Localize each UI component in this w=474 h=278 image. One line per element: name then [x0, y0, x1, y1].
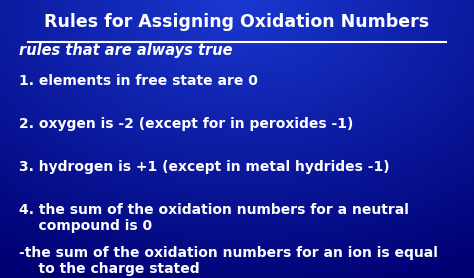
Text: 3. hydrogen is +1 (except in metal hydrides -1): 3. hydrogen is +1 (except in metal hydri…: [19, 160, 390, 174]
Text: 4. the sum of the oxidation numbers for a neutral
    compound is 0: 4. the sum of the oxidation numbers for …: [19, 203, 409, 233]
Text: 1. elements in free state are 0: 1. elements in free state are 0: [19, 74, 258, 88]
Text: Rules for Assigning Oxidation Numbers: Rules for Assigning Oxidation Numbers: [45, 13, 429, 31]
Text: -the sum of the oxidation numbers for an ion is equal
    to the charge stated: -the sum of the oxidation numbers for an…: [19, 246, 438, 276]
Text: 2. oxygen is -2 (except for in peroxides -1): 2. oxygen is -2 (except for in peroxides…: [19, 117, 353, 131]
Text: rules that are always true: rules that are always true: [19, 43, 232, 58]
